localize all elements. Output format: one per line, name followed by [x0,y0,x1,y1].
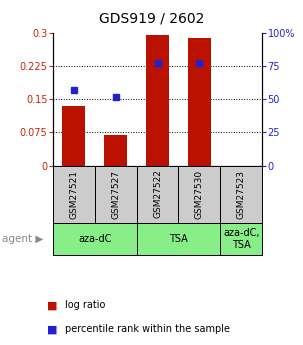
Text: percentile rank within the sample: percentile rank within the sample [65,325,230,334]
Bar [104,136,127,166]
Bar [53,223,137,255]
Bar [53,166,95,223]
Bar [178,166,220,223]
Bar [188,38,211,166]
Bar [62,106,85,166]
Bar [137,166,178,223]
Text: GSM27530: GSM27530 [195,169,204,219]
Text: aza-dC,
TSA: aza-dC, TSA [223,228,259,250]
Bar [137,223,220,255]
Text: GSM27521: GSM27521 [69,169,78,219]
Text: aza-dC: aza-dC [78,234,112,244]
Bar [95,166,137,223]
Text: GSM27522: GSM27522 [153,170,162,218]
Text: ■: ■ [47,325,58,334]
Text: GSM27523: GSM27523 [237,169,246,219]
Text: GSM27527: GSM27527 [111,169,120,219]
Text: TSA: TSA [169,234,188,244]
Bar [220,223,262,255]
Text: agent ▶: agent ▶ [2,234,43,244]
Bar [220,166,262,223]
Text: log ratio: log ratio [65,300,105,310]
Bar [146,35,169,166]
Text: ■: ■ [47,300,58,310]
Text: GDS919 / 2602: GDS919 / 2602 [99,12,204,26]
